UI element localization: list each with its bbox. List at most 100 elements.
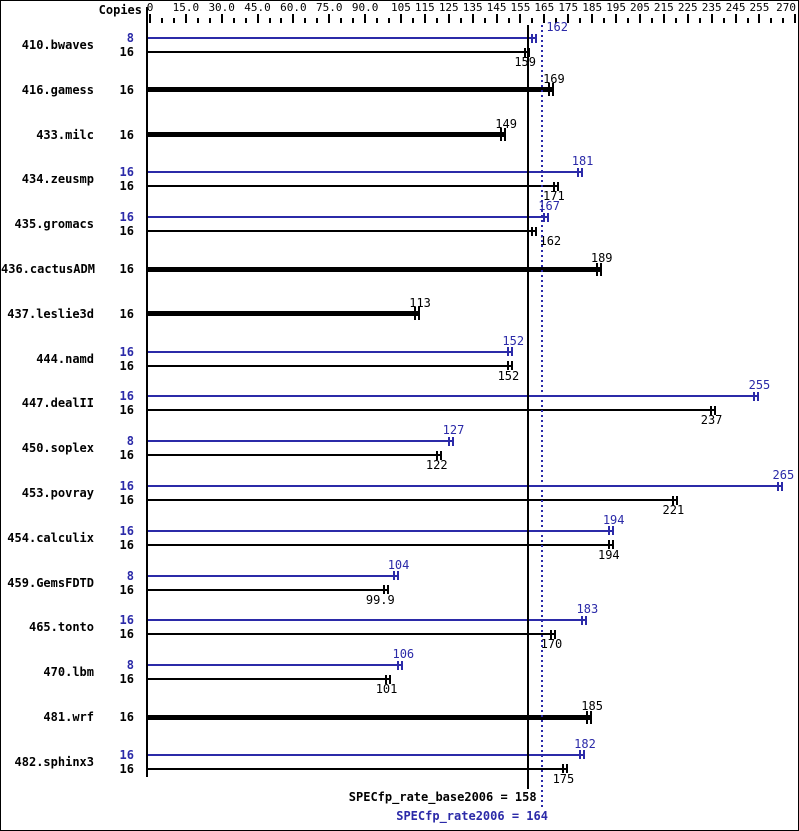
axis-minor-tick — [376, 18, 379, 23]
bar-end-tick — [566, 764, 569, 774]
benchmark-name: 454.calculix — [7, 530, 94, 545]
copies-count: 16 — [119, 262, 134, 276]
axis-major-tick — [471, 14, 474, 23]
bar-end-tick — [507, 361, 510, 371]
axis-major-tick — [615, 14, 618, 23]
axis-major-tick — [710, 14, 713, 23]
bar-end-tick — [547, 212, 550, 222]
axis-major-tick — [220, 14, 223, 23]
axis-minor-tick — [531, 18, 534, 23]
axis-major-tick — [591, 14, 594, 23]
axis-tick-label: 205 — [630, 1, 650, 14]
copies-count: 16 — [119, 582, 134, 597]
peak-bar — [148, 37, 538, 39]
base-result-label: SPECfp_rate_base2006 = 158 — [348, 790, 537, 804]
single-bar — [148, 266, 602, 272]
axis-minor-tick — [304, 18, 307, 23]
axis-major-tick — [149, 14, 151, 23]
copies-count: 8 — [126, 434, 134, 449]
bar-end-tick — [504, 128, 507, 142]
axis-minor-tick — [650, 18, 653, 23]
bar-end-tick — [777, 481, 780, 491]
axis-tick-label: 115 — [414, 1, 435, 14]
benchmark-name: 444.namd — [36, 351, 94, 366]
axis-minor-tick — [782, 18, 785, 23]
copies-count: 8 — [126, 658, 134, 673]
axis-minor-tick — [268, 18, 271, 23]
axis-major-tick — [686, 14, 689, 23]
bar-value-label: 170 — [540, 637, 563, 652]
peak-bar — [148, 350, 514, 353]
copies-count: 16 — [119, 45, 134, 59]
bar-end-tick — [576, 167, 579, 177]
benchmark-name: 435.gromacs — [14, 217, 94, 232]
copies-count: 16 — [119, 179, 134, 194]
base-bar — [148, 543, 614, 546]
axis-tick-label: 195 — [606, 1, 626, 14]
bar-end-tick — [607, 526, 610, 536]
axis-major-tick — [794, 14, 797, 23]
copies-count: 8 — [126, 568, 134, 583]
base-bar — [148, 633, 557, 636]
bar-end-tick — [581, 615, 584, 625]
copies-count: 16 — [119, 493, 134, 507]
bar-end-tick — [397, 660, 400, 670]
axis-minor-tick — [172, 18, 175, 23]
copies-count: 16 — [119, 479, 134, 493]
bar-end-tick — [535, 33, 538, 43]
copies-count: 16 — [119, 224, 134, 239]
axis-minor-tick — [722, 18, 725, 23]
bar-end-tick — [550, 629, 553, 639]
bar-end-tick — [389, 674, 392, 684]
axis-major-tick — [447, 14, 450, 23]
copies-count: 16 — [119, 672, 134, 687]
bar-value-label: 194 — [597, 547, 620, 562]
peak-bar — [148, 574, 399, 577]
bar-end-tick — [511, 347, 514, 357]
bar-end-tick — [401, 660, 404, 670]
axis-tick-label: 125 — [438, 1, 459, 14]
bar-end-tick — [531, 33, 534, 43]
bar-value-label: 162 — [539, 234, 562, 249]
bar-value-label: 265 — [772, 468, 795, 482]
single-bar — [148, 132, 507, 138]
bar-value-label: 183 — [576, 602, 599, 617]
bar-end-tick — [551, 83, 554, 97]
bar-end-tick — [595, 262, 598, 276]
bar-end-tick — [528, 47, 530, 57]
y-axis-line — [146, 7, 148, 777]
benchmark-name: 459.GemsFDTD — [7, 575, 94, 590]
benchmark-name: 434.zeusmp — [21, 172, 94, 187]
bar-value-label: 181 — [571, 154, 594, 169]
base-bar — [148, 364, 514, 367]
axis-major-tick — [567, 14, 570, 23]
axis-major-tick — [734, 14, 737, 23]
single-bar — [148, 714, 593, 720]
base-bar — [148, 767, 569, 770]
peak-bar — [148, 664, 404, 667]
bar-end-tick — [439, 450, 442, 460]
bar-end-tick — [552, 181, 555, 191]
benchmark-name: 470.lbm — [43, 665, 94, 680]
copies-count: 16 — [119, 710, 134, 724]
bar-end-tick — [386, 585, 389, 595]
bar-end-tick — [710, 405, 713, 415]
axis-tick-label: 225 — [677, 1, 698, 14]
bar-value-label: 104 — [387, 557, 410, 572]
benchmark-name: 465.tonto — [28, 620, 94, 635]
axis-major-tick — [543, 14, 546, 23]
axis-major-tick — [662, 14, 665, 23]
base-bar — [148, 230, 538, 233]
copies-count: 8 — [126, 31, 134, 45]
axis-tick-label: 15.0 — [172, 1, 200, 14]
benchmark-name: 453.povray — [21, 486, 94, 500]
axis-minor-tick — [555, 18, 558, 23]
bar-end-tick — [435, 450, 438, 460]
bar-end-tick — [607, 540, 610, 550]
bar-end-tick — [611, 526, 614, 536]
benchmark-name: 433.milc — [36, 127, 94, 142]
bar-end-tick — [531, 226, 534, 236]
axis-minor-tick — [698, 18, 701, 23]
base-bar — [148, 588, 389, 591]
